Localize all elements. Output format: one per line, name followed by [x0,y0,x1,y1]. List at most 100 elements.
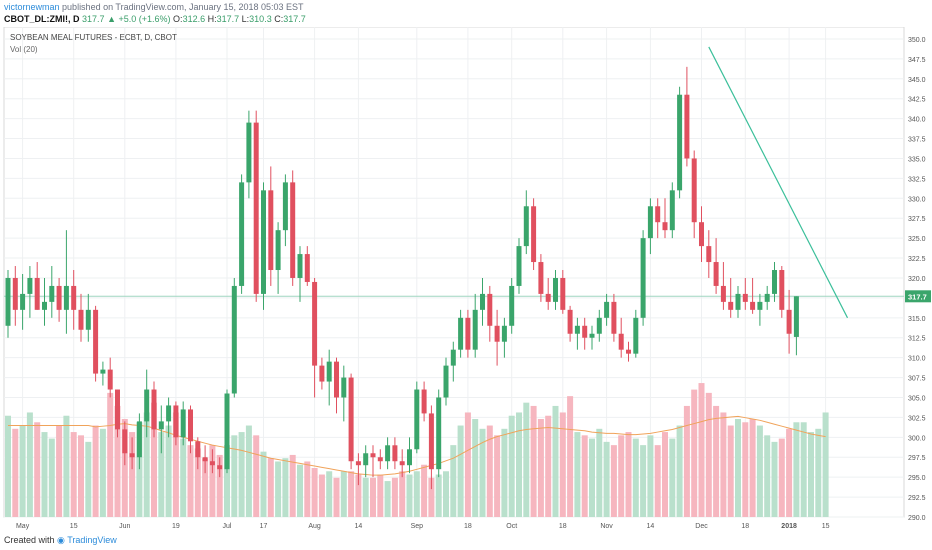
open-label: O: [173,14,183,24]
candle-body [231,285,237,394]
candle-body [720,285,726,302]
candle-body [180,409,186,438]
chart-area[interactable]: 290.0 292.5 295.0 297.5 300.0 302.5 305.0 307.5… [0,26,932,537]
volume-bar [209,445,216,517]
volume-bar [63,415,70,517]
up-arrow-icon: ▲ [107,14,116,24]
x-tick-label: 19 [172,523,180,530]
volume-bar [698,383,705,517]
volume-bar [596,428,603,517]
author-link[interactable]: victornewman [4,2,60,12]
candle-body [538,262,544,294]
y-tick-label: 305.0 [908,395,926,402]
candle-body [574,325,580,334]
y-tick-label: 330.0 [908,196,926,203]
volume-bar [282,458,289,517]
x-tick-label: 14 [647,523,655,530]
x-tick-label: 15 [70,523,78,530]
candle-body [509,285,515,326]
candle-body [107,369,113,390]
candlestick-chart[interactable]: 290.0 292.5 295.0 297.5 300.0 302.5 305.0 307.5… [0,26,932,537]
candle-body [647,206,653,239]
candle-body [326,361,332,382]
volume-bar [567,396,574,517]
candle-body [604,301,610,318]
tradingview-brand-link[interactable]: TradingView [67,535,117,545]
volume-bar [537,419,544,517]
volume-bar [610,445,617,517]
y-tick-label: 327.5 [908,216,926,223]
volume-bar [793,422,800,517]
candle-body [136,421,142,458]
y-tick-label: 300.0 [908,435,926,442]
volume-bar [362,477,369,517]
candle-body [144,389,150,422]
symbol-label[interactable]: CBOT_DL:ZMI!, D [4,14,80,24]
low-value: 310.3 [249,14,272,24]
volume-bar [413,471,420,517]
volume-bar [574,432,581,517]
volume-ma-line [8,415,826,476]
candle-body [239,182,245,286]
candle-body [713,262,719,286]
candle-body [772,270,777,294]
x-tick-label: Nov [600,523,613,530]
candle-body [195,441,201,458]
candle-body [304,254,310,282]
volume-bar [121,419,128,517]
candle-body [370,453,376,458]
candle-body [93,309,99,374]
published-text: published on TradingView.com, January 15… [62,2,304,12]
candle-body [589,333,595,338]
x-tick-label: Aug [308,523,321,530]
volume-bar [676,425,683,517]
volume-bar [297,464,303,517]
volume-bar [691,389,698,517]
volume-bar [41,432,48,517]
x-tick-label: Jun [119,523,130,530]
candle-body [399,461,405,466]
volume-bar [472,419,479,517]
high-value: 317.7 [216,14,240,24]
volume-bar [589,438,595,517]
volume-bar [647,435,654,517]
candle-body [596,317,602,334]
volume-bar [384,481,391,517]
candle-body [742,293,748,302]
volume-bar [559,412,566,517]
ohlc-values: O:312.6 H:317.7 L:310.3 C:317.7 [173,14,306,24]
volume-bar [603,441,610,517]
candle-body [458,317,464,350]
candle-body [56,285,62,310]
x-tick-label: Sep [411,523,424,530]
volume-bar [683,405,690,517]
candle-body [253,122,259,294]
candle-body [261,190,266,294]
last-price-tag-label: 317.7 [908,292,927,301]
volume-bar [581,435,588,517]
x-tick-label: Oct [506,523,517,530]
last-price-tag [905,290,931,303]
candle-body [472,309,478,350]
y-tick-label: 337.5 [908,137,926,144]
volume-bar [662,432,668,517]
last-price: 317.7 [82,14,105,24]
volume-bar [289,454,296,517]
footer: Created with ◉ TradingView [4,535,117,546]
candle-body [355,461,361,466]
close-label: C: [274,14,284,24]
candle-body [100,369,106,374]
candle-body [545,293,551,302]
candle-body [669,190,675,231]
candle-body [662,222,668,231]
candle-body [49,285,55,302]
volume-bar [713,405,720,517]
candle-body [348,377,354,462]
volume-bar [355,474,362,517]
candle-body [166,405,172,422]
candle-body [217,465,223,470]
candle-body [706,246,712,263]
candle-body [414,389,420,450]
trendline[interactable] [708,46,849,319]
y-tick-label: 325.0 [908,236,926,243]
